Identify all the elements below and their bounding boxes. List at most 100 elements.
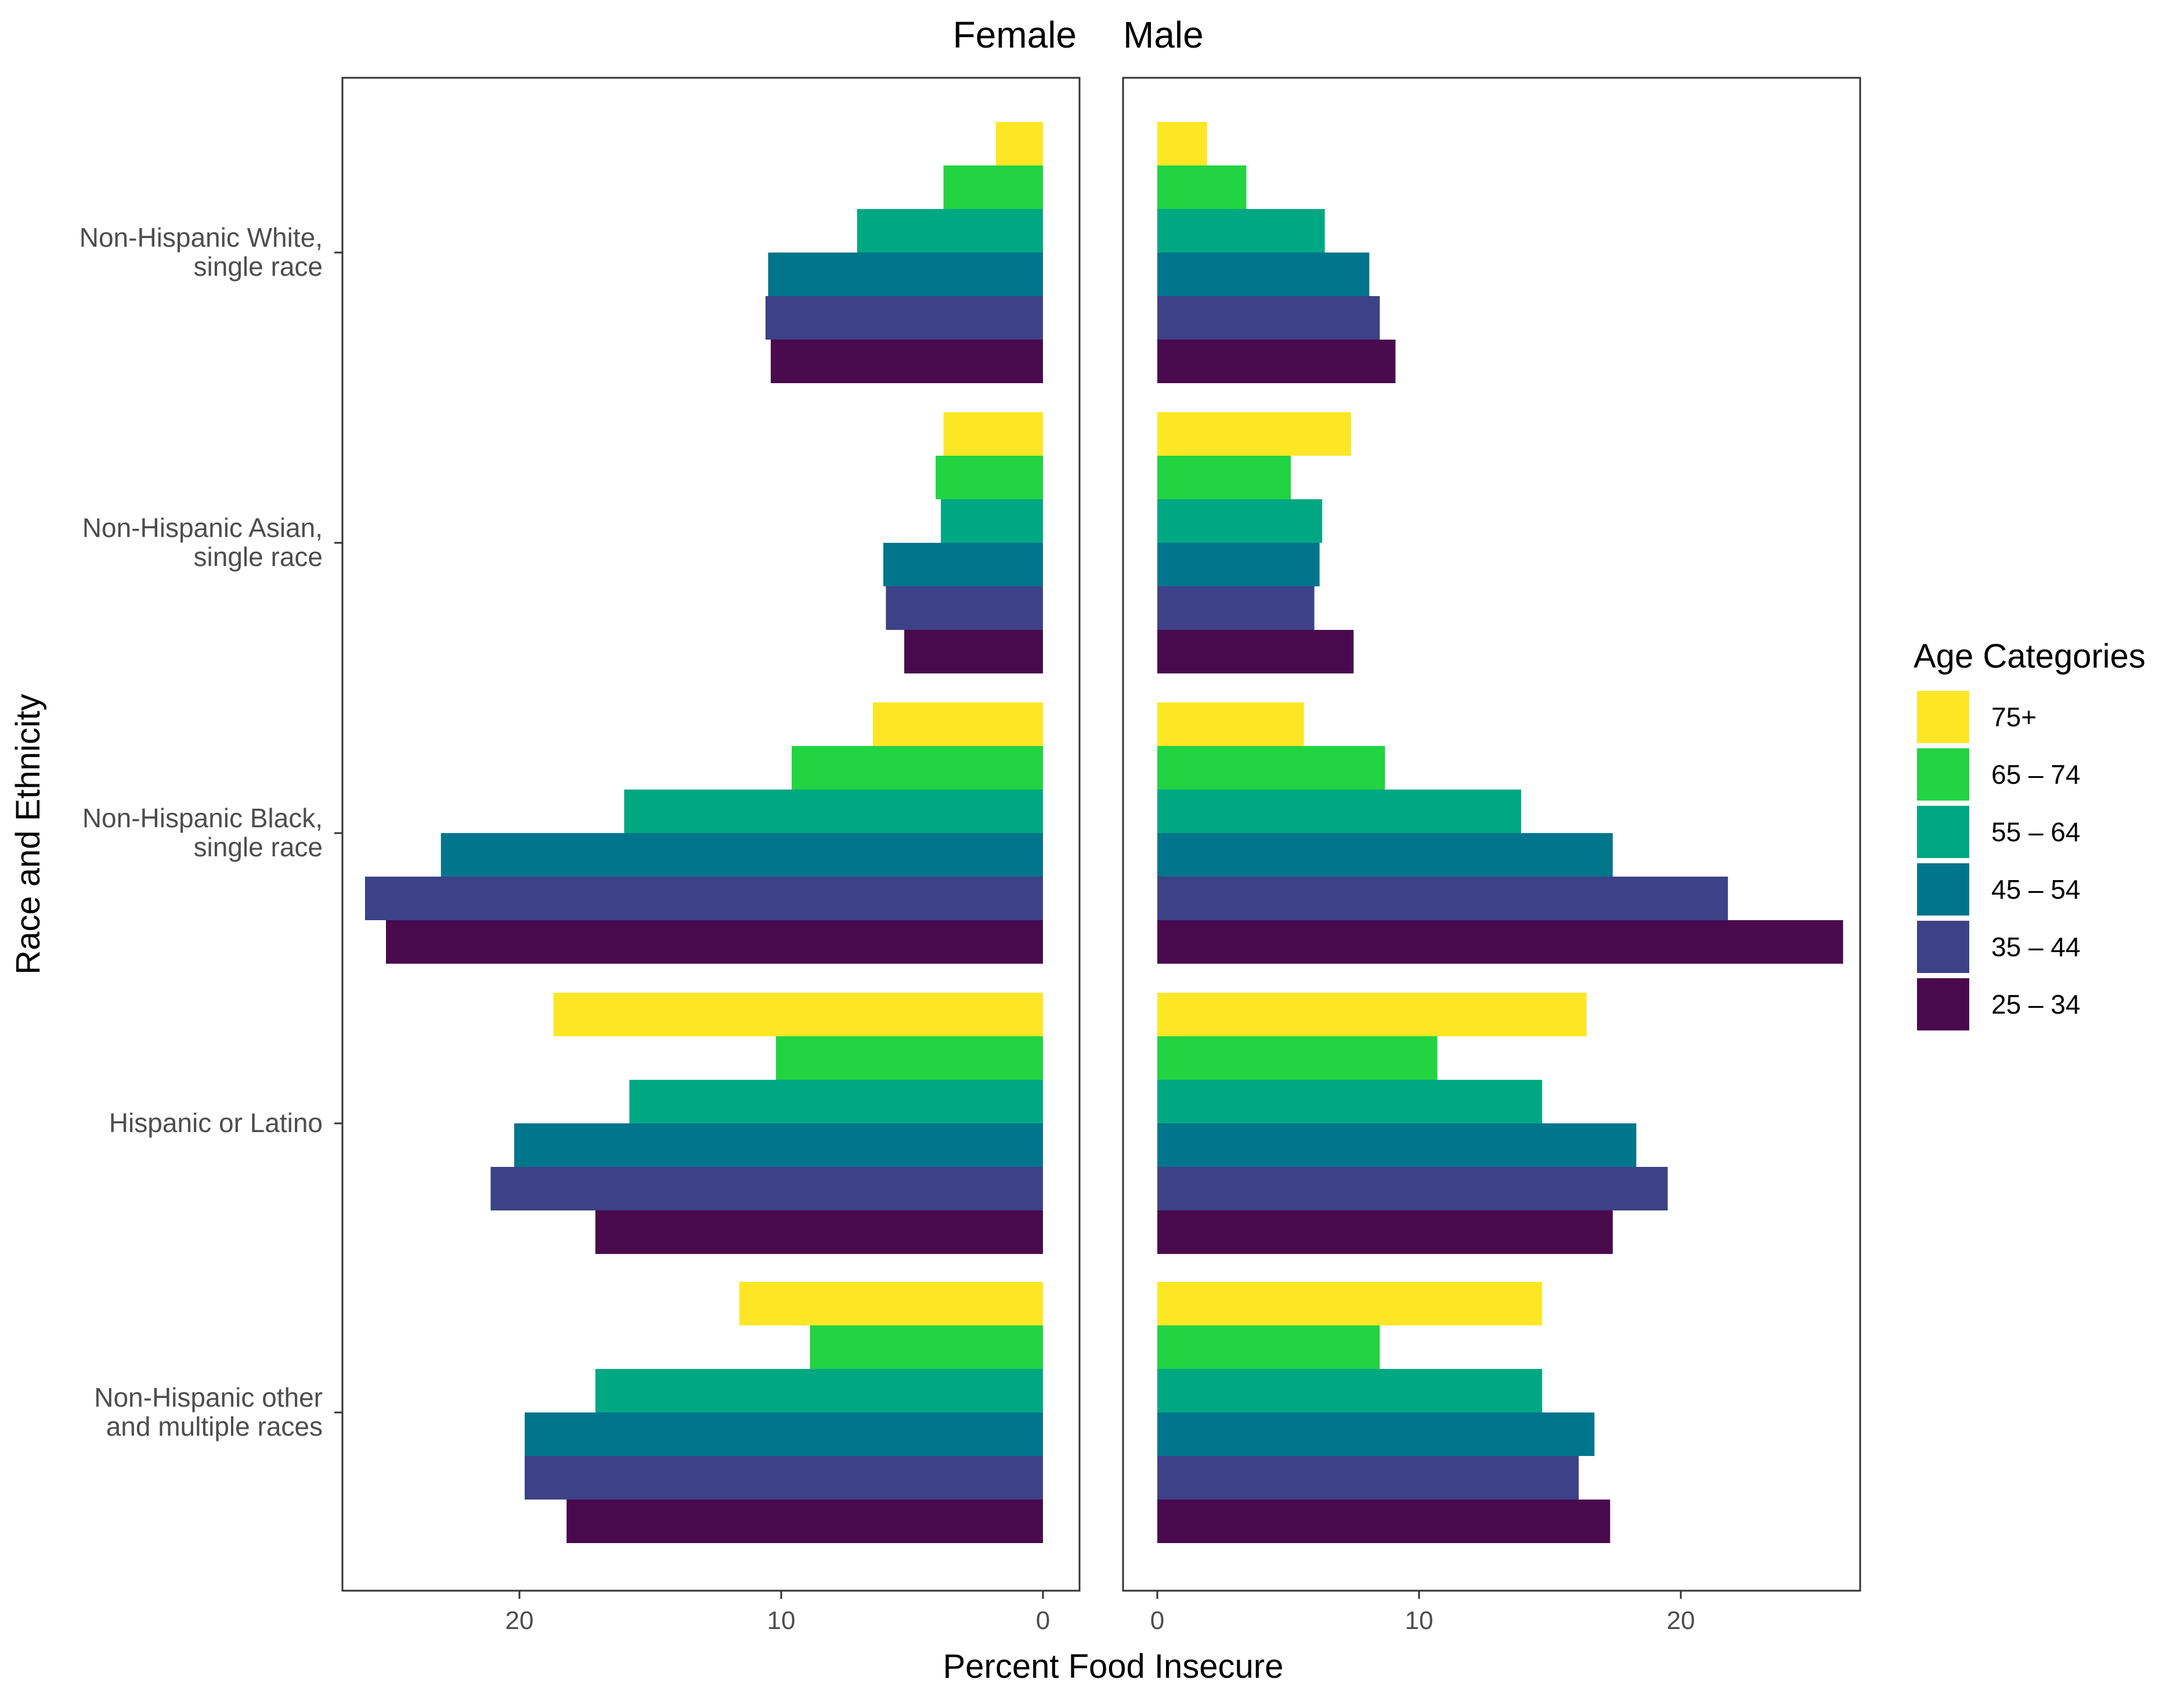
- bar-female-45-54-group-1: [883, 543, 1043, 586]
- bars-layer: [364, 122, 1843, 1543]
- bar-female-45-54-group-3: [514, 1123, 1043, 1167]
- legend-label: 65 – 74: [1991, 759, 2080, 790]
- axis-ticks-layer: 0 0 10 10 20 20: [506, 1591, 1695, 1635]
- x-tick-label-female: 0: [1036, 1606, 1050, 1635]
- bar-female-45-54-group-2: [441, 833, 1044, 877]
- legend-key: [1917, 978, 1969, 1030]
- male-panel-frame: [1122, 77, 1861, 1592]
- bar-female-25-34-group-2: [385, 920, 1043, 964]
- bar-female-55-64-group-2: [624, 790, 1043, 833]
- bar-male-55-64-group-2: [1157, 790, 1521, 833]
- bar-female-35-44-group-0: [765, 296, 1043, 340]
- bar-male-55-64-group-1: [1157, 499, 1323, 543]
- bar-female-55-64-group-3: [629, 1080, 1043, 1123]
- bar-female-25-34-group-1: [904, 630, 1043, 673]
- bar-male-35-44-group-0: [1157, 296, 1380, 340]
- bar-male-75+-group-2: [1157, 702, 1304, 746]
- legend-key: [1917, 691, 1969, 743]
- bar-female-25-34-group-3: [595, 1210, 1043, 1254]
- bar-male-25-34-group-4: [1157, 1500, 1611, 1543]
- bar-male-25-34-group-3: [1157, 1210, 1613, 1254]
- x-tick-label-female: 20: [506, 1606, 534, 1635]
- bar-female-75+-group-0: [995, 122, 1043, 165]
- bar-female-65-74-group-2: [792, 746, 1043, 790]
- bar-male-55-64-group-4: [1157, 1369, 1542, 1412]
- category-label: single race: [194, 832, 323, 862]
- bar-female-35-44-group-2: [364, 877, 1044, 920]
- category-label: and multiple races: [106, 1411, 323, 1441]
- category-label: Non-Hispanic White,: [80, 222, 323, 253]
- bar-male-75+-group-1: [1157, 412, 1351, 456]
- bar-female-55-64-group-4: [595, 1369, 1043, 1412]
- bar-female-35-44-group-3: [490, 1167, 1043, 1210]
- bar-male-35-44-group-1: [1157, 586, 1315, 630]
- bar-female-25-34-group-4: [566, 1500, 1043, 1543]
- bar-male-45-54-group-4: [1157, 1412, 1595, 1456]
- legend-label: 75+: [1991, 702, 2037, 732]
- bar-male-35-44-group-2: [1157, 877, 1728, 920]
- bar-female-55-64-group-0: [857, 209, 1043, 253]
- bar-male-45-54-group-0: [1157, 253, 1370, 296]
- legend-label: 55 – 64: [1991, 817, 2080, 847]
- legend: Age Categories 75+ 65 – 74 55 – 64 45 – 54 3…: [1914, 637, 2146, 1030]
- bar-male-45-54-group-1: [1157, 543, 1320, 586]
- bar-male-45-54-group-3: [1157, 1123, 1637, 1167]
- bar-male-25-34-group-1: [1157, 630, 1354, 673]
- legend-label: 25 – 34: [1991, 989, 2080, 1019]
- bar-male-65-74-group-3: [1157, 1036, 1438, 1080]
- bar-male-25-34-group-2: [1157, 920, 1843, 964]
- x-tick-label-female: 10: [767, 1606, 796, 1635]
- bar-male-65-74-group-4: [1157, 1325, 1380, 1369]
- bar-male-65-74-group-0: [1157, 165, 1247, 209]
- bar-male-55-64-group-0: [1157, 209, 1325, 253]
- facet-title-male: Male: [1123, 14, 1204, 56]
- bar-male-35-44-group-3: [1157, 1167, 1668, 1210]
- category-label: single race: [194, 542, 323, 572]
- bar-female-45-54-group-0: [768, 253, 1043, 296]
- x-tick-label-male: 20: [1667, 1606, 1695, 1635]
- bar-female-55-64-group-1: [941, 499, 1043, 543]
- bar-female-75+-group-3: [553, 993, 1043, 1036]
- bar-male-75+-group-3: [1157, 993, 1587, 1036]
- bar-male-65-74-group-1: [1157, 456, 1291, 499]
- bar-male-35-44-group-4: [1157, 1456, 1579, 1500]
- bar-female-25-34-group-0: [770, 340, 1043, 383]
- legend-key: [1917, 921, 1969, 973]
- bar-female-65-74-group-1: [936, 456, 1043, 499]
- legend-label: 35 – 44: [1991, 932, 2080, 962]
- bar-female-65-74-group-3: [775, 1036, 1043, 1080]
- facet-title-female: Female: [953, 14, 1077, 56]
- legend-key: [1917, 863, 1969, 916]
- bar-male-75+-group-4: [1157, 1282, 1542, 1325]
- bar-female-45-54-group-4: [525, 1412, 1043, 1456]
- x-tick-label-male: 10: [1405, 1606, 1434, 1635]
- legend-label: 45 – 54: [1991, 874, 2080, 904]
- female-panel-frame: [341, 77, 1081, 1592]
- x-tick-label-male: 0: [1150, 1606, 1164, 1635]
- bar-male-75+-group-0: [1157, 122, 1207, 165]
- bar-female-65-74-group-0: [943, 165, 1043, 209]
- legend-key: [1917, 748, 1969, 801]
- category-label: single race: [194, 251, 323, 282]
- bar-female-35-44-group-4: [525, 1456, 1043, 1500]
- bar-male-25-34-group-0: [1157, 340, 1396, 383]
- legend-key: [1917, 806, 1969, 858]
- category-labels-layer: Non-Hispanic White,single raceNon-Hispan…: [80, 222, 342, 1441]
- bar-male-65-74-group-2: [1157, 746, 1385, 790]
- bar-female-35-44-group-1: [886, 586, 1043, 630]
- legend-title: Age Categories: [1914, 637, 2146, 675]
- bar-female-65-74-group-4: [810, 1325, 1043, 1369]
- category-label: Hispanic or Latino: [109, 1108, 323, 1138]
- y-axis-title: Race and Ethnicity: [9, 694, 47, 975]
- category-label: Non-Hispanic Black,: [82, 803, 323, 833]
- category-label: Non-Hispanic Asian,: [82, 513, 323, 543]
- x-axis-title: Percent Food Insecure: [943, 1648, 1284, 1685]
- bar-female-75+-group-1: [943, 412, 1043, 456]
- bar-female-75+-group-4: [739, 1282, 1043, 1325]
- bar-male-45-54-group-2: [1157, 833, 1613, 877]
- category-label: Non-Hispanic other: [94, 1382, 323, 1412]
- bar-female-75+-group-2: [872, 702, 1043, 746]
- bar-male-55-64-group-3: [1157, 1080, 1542, 1123]
